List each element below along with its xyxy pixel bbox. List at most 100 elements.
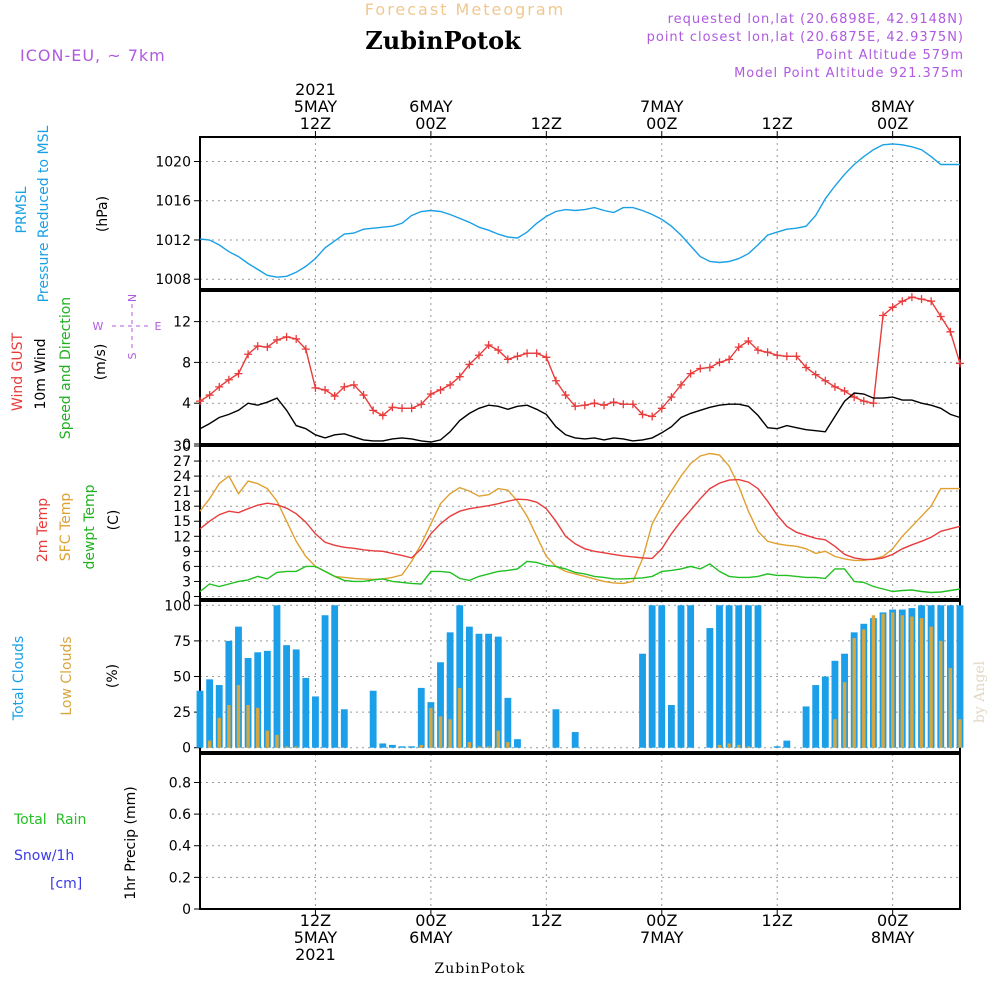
low-cloud-bar bbox=[284, 746, 289, 748]
gust-marker bbox=[657, 404, 666, 413]
gust-marker bbox=[850, 393, 859, 402]
total-cloud-bar bbox=[283, 645, 291, 748]
low-cloud-bar bbox=[727, 743, 731, 748]
gust-marker bbox=[388, 403, 397, 412]
bottom-time-label: 12Z bbox=[762, 911, 793, 930]
gust-marker bbox=[523, 349, 532, 358]
total-cloud-bar bbox=[571, 732, 579, 748]
gust-marker bbox=[580, 401, 589, 410]
wind-panel-labels: Wind GUST 10m Wind Speed and Direction (… bbox=[10, 294, 162, 439]
series-10m-wind bbox=[199, 392, 961, 443]
clouds-ytick-label: 0 bbox=[182, 741, 191, 757]
compass-e: E bbox=[155, 320, 162, 333]
gust-marker bbox=[763, 348, 772, 357]
gust-marker bbox=[215, 382, 224, 391]
clouds-ytick-label: 50 bbox=[173, 670, 191, 686]
pressure-ytick-label: 1008 bbox=[155, 272, 191, 288]
gust-marker bbox=[263, 343, 272, 352]
gust-marker bbox=[407, 404, 416, 413]
total-cloud-bar bbox=[225, 640, 233, 748]
total-cloud-bar bbox=[408, 746, 416, 748]
precip-panel-labels: Total Rain Snow/1h [cm] 1hr Precip (mm) bbox=[13, 786, 139, 899]
low-cloud-bar bbox=[958, 719, 962, 748]
total-cloud-bar bbox=[706, 628, 714, 748]
gust-marker bbox=[349, 380, 358, 389]
gust-marker bbox=[542, 353, 551, 362]
plot-area: 1008101210161020048120369121518212427300… bbox=[155, 80, 964, 964]
total-cloud-bar bbox=[754, 605, 762, 748]
total-cloud-bar bbox=[687, 605, 695, 748]
chart-subtitle: Forecast Meteogram bbox=[365, 0, 565, 19]
low-cloud-bar bbox=[217, 717, 221, 748]
gust-marker bbox=[446, 380, 455, 389]
total-cloud-bar bbox=[398, 746, 406, 748]
total-cloud-bar bbox=[215, 685, 223, 748]
low-cloud-bar bbox=[862, 629, 866, 748]
series-2m-temp bbox=[199, 478, 961, 561]
gust-marker bbox=[792, 352, 801, 361]
bottom-time-label: 00Z bbox=[646, 911, 677, 930]
pressure-frame bbox=[199, 136, 961, 290]
top-time-label: 12Z bbox=[531, 114, 562, 133]
total-cloud-bar bbox=[744, 605, 752, 748]
gust-marker bbox=[609, 398, 618, 407]
gust-marker bbox=[946, 327, 955, 336]
top-time-label: 5MAY bbox=[294, 97, 338, 116]
pressure-label-1: PRMSL bbox=[14, 186, 30, 233]
bottom-time-label: 8MAY bbox=[871, 928, 915, 947]
compass-rose: W E N S bbox=[93, 294, 162, 360]
gust-marker bbox=[503, 355, 512, 364]
total-cloud-bar bbox=[494, 636, 502, 748]
total-cloud-bar bbox=[821, 676, 829, 748]
precipitation-ytick-label: 0.4 bbox=[169, 839, 191, 855]
gust-marker bbox=[898, 297, 907, 306]
bottom-time-label: 5MAY bbox=[294, 928, 338, 947]
total-cloud-bar bbox=[263, 650, 271, 748]
gust-marker bbox=[734, 343, 743, 352]
gust-marker bbox=[465, 360, 474, 369]
top-time-label: 7MAY bbox=[640, 97, 684, 116]
precipitation-ytick-label: 0.6 bbox=[169, 807, 191, 823]
cloud-unit: (%) bbox=[105, 664, 121, 688]
wind-panel: 0 4 8 12 bbox=[173, 290, 964, 453]
gust-marker bbox=[811, 370, 820, 379]
bottom-time-label: 12Z bbox=[300, 911, 331, 930]
series-prmsl bbox=[199, 143, 960, 278]
low-cloud-bar bbox=[939, 640, 943, 748]
low-cloud-bar bbox=[438, 716, 443, 748]
gust-marker bbox=[869, 399, 878, 408]
rain-label: Total Rain bbox=[13, 812, 86, 828]
series-sfc-temp bbox=[199, 452, 960, 585]
total-cloud-bar bbox=[773, 746, 781, 748]
low-cloud-bar bbox=[929, 626, 933, 748]
low-cloud-bar bbox=[486, 746, 491, 748]
gust-marker bbox=[234, 369, 243, 378]
low-cloud-bar bbox=[246, 704, 250, 748]
wind-ytick-label: 0 bbox=[182, 437, 191, 453]
top-time-label: 12Z bbox=[300, 114, 331, 133]
gust-marker bbox=[725, 355, 734, 364]
total-cloud-bar bbox=[956, 605, 964, 748]
gust-marker bbox=[696, 364, 705, 373]
low-cloud-bar bbox=[919, 618, 924, 748]
top-time-label: 6MAY bbox=[409, 97, 453, 116]
bottom-time-label: 2021 bbox=[295, 945, 336, 964]
top-time-label: 8MAY bbox=[871, 97, 915, 116]
clouds-panel: 0 25 50 75 100 bbox=[164, 598, 964, 757]
low-cloud-bar bbox=[496, 730, 500, 748]
clouds-ytick-label: 100 bbox=[164, 598, 191, 614]
low-cloud-bar bbox=[448, 719, 452, 748]
wind-speed-label: Speed and Direction bbox=[58, 297, 74, 439]
wind-frame bbox=[199, 290, 961, 445]
total-cloud-bar bbox=[312, 696, 319, 748]
pressure-panel-labels: PRMSL Pressure Reduced to MSL (hPa) bbox=[14, 125, 111, 302]
temperature-ytick-label: 3 bbox=[182, 574, 191, 590]
total-cloud-bar bbox=[331, 605, 339, 748]
gust-marker bbox=[436, 385, 445, 394]
total-cloud-bar bbox=[783, 740, 791, 748]
precipitation-ytick-label: 0.8 bbox=[169, 775, 191, 791]
wind-10m-label: 10m Wind bbox=[33, 338, 49, 409]
gust-marker bbox=[253, 342, 262, 351]
pressure-ytick-label: 1016 bbox=[155, 194, 191, 210]
